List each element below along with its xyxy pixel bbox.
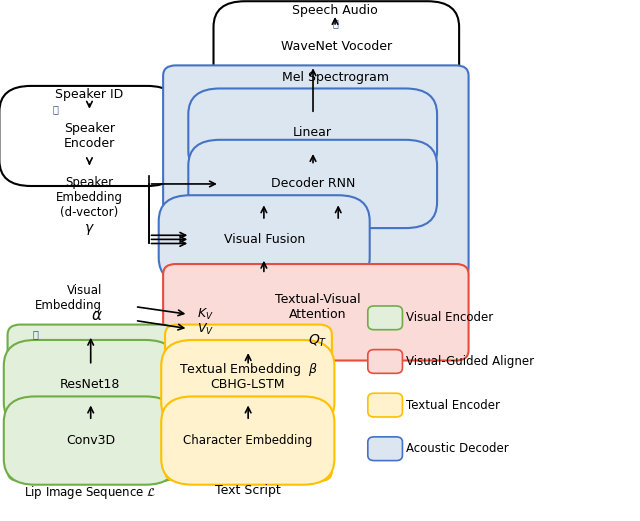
Text: 🔒: 🔒	[33, 329, 38, 339]
FancyBboxPatch shape	[0, 86, 179, 186]
Text: Decoder RNN: Decoder RNN	[271, 178, 355, 191]
Text: Lip Image Sequence $\mathcal{L}$: Lip Image Sequence $\mathcal{L}$	[24, 483, 157, 501]
Text: Visual Fusion: Visual Fusion	[223, 233, 305, 246]
Text: Mel Spectrogram: Mel Spectrogram	[282, 70, 388, 83]
Text: Textual-Visual
Attention: Textual-Visual Attention	[275, 293, 360, 320]
FancyBboxPatch shape	[163, 66, 468, 278]
Text: WaveNet Vocoder: WaveNet Vocoder	[281, 40, 392, 53]
Text: Speaker
Embedding
(d-vector): Speaker Embedding (d-vector)	[56, 176, 123, 219]
FancyBboxPatch shape	[368, 393, 403, 417]
FancyBboxPatch shape	[165, 325, 332, 481]
Text: Acoustic Decoder: Acoustic Decoder	[406, 442, 508, 455]
FancyBboxPatch shape	[4, 340, 177, 428]
Text: Textual Embedding  $\beta$: Textual Embedding $\beta$	[179, 361, 317, 378]
FancyBboxPatch shape	[368, 350, 403, 374]
Text: Speaker
Encoder: Speaker Encoder	[63, 122, 115, 150]
Text: Character Embedding: Character Embedding	[183, 434, 312, 447]
Text: $\gamma$: $\gamma$	[84, 222, 95, 237]
Text: Visual-Guided Aligner: Visual-Guided Aligner	[406, 355, 534, 368]
FancyBboxPatch shape	[188, 89, 437, 177]
FancyBboxPatch shape	[368, 437, 403, 461]
Text: Textual Encoder: Textual Encoder	[406, 399, 500, 412]
Text: ResNet18: ResNet18	[60, 378, 120, 391]
FancyBboxPatch shape	[8, 325, 175, 481]
Text: $\alpha$: $\alpha$	[92, 308, 103, 323]
Text: Speech Audio: Speech Audio	[292, 4, 378, 17]
Text: Linear: Linear	[293, 126, 332, 139]
Text: 🔒: 🔒	[332, 18, 338, 28]
Text: $K_V$: $K_V$	[196, 307, 213, 322]
Text: Visual
Embedding: Visual Embedding	[35, 284, 102, 312]
FancyBboxPatch shape	[159, 195, 370, 283]
FancyBboxPatch shape	[368, 306, 403, 330]
Text: $Q_T$: $Q_T$	[308, 333, 327, 349]
Text: Speaker ID: Speaker ID	[55, 89, 124, 101]
Text: 🔒: 🔒	[52, 104, 58, 114]
Text: CBHG-LSTM: CBHG-LSTM	[211, 378, 285, 391]
FancyBboxPatch shape	[161, 340, 335, 428]
Text: $V_V$: $V_V$	[196, 322, 214, 337]
FancyBboxPatch shape	[163, 264, 468, 361]
FancyBboxPatch shape	[4, 396, 177, 485]
Text: Text Script: Text Script	[215, 483, 281, 497]
Text: Visual Encoder: Visual Encoder	[406, 312, 493, 325]
FancyBboxPatch shape	[161, 396, 335, 485]
FancyBboxPatch shape	[188, 140, 437, 228]
Text: Conv3D: Conv3D	[66, 434, 115, 447]
FancyBboxPatch shape	[214, 1, 459, 91]
